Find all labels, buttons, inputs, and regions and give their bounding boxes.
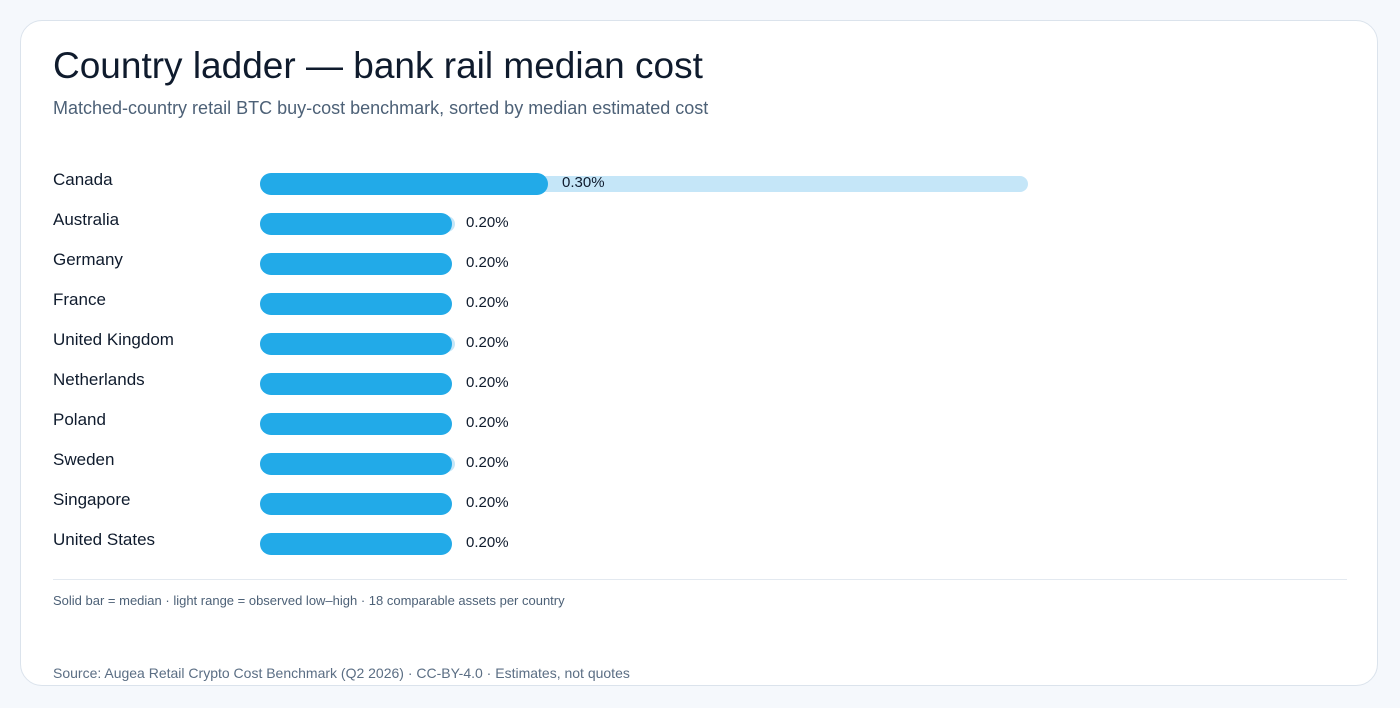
bar-row: Australia 0.20%	[21, 203, 1377, 243]
median-bar	[260, 533, 452, 555]
country-label: Singapore	[53, 490, 131, 509]
country-label: Netherlands	[53, 370, 145, 389]
value-label: 0.30%	[562, 174, 605, 191]
value-label: 0.20%	[466, 214, 509, 231]
country-label: United States	[53, 530, 156, 549]
median-bar	[260, 413, 452, 435]
country-label: Sweden	[53, 450, 115, 469]
median-bar	[260, 333, 452, 355]
chart-subtitle: Matched-country retail BTC buy-cost benc…	[53, 98, 709, 118]
value-label: 0.20%	[466, 454, 509, 471]
median-bar	[260, 253, 452, 275]
bar-row: Netherlands 0.20%	[21, 363, 1377, 403]
median-bar	[260, 213, 452, 235]
value-label: 0.20%	[466, 374, 509, 391]
bar-row: Sweden 0.20%	[21, 443, 1377, 483]
country-label: Poland	[53, 410, 106, 429]
median-bar	[260, 173, 548, 195]
bar-row: Poland 0.20%	[21, 403, 1377, 443]
chart-card: Country ladder — bank rail median cost M…	[20, 20, 1378, 686]
divider	[53, 579, 1347, 580]
country-label: Germany	[53, 250, 123, 269]
value-label: 0.20%	[466, 494, 509, 511]
country-label: France	[53, 290, 106, 309]
median-bar	[260, 453, 452, 475]
median-bar	[260, 373, 452, 395]
bar-row: Singapore 0.20%	[21, 483, 1377, 523]
value-label: 0.20%	[466, 414, 509, 431]
source-note: Source: Augea Retail Crypto Cost Benchma…	[53, 665, 630, 681]
median-bar	[260, 293, 452, 315]
bar-row: France 0.20%	[21, 283, 1377, 323]
country-label: United Kingdom	[53, 330, 174, 349]
bar-row: United States 0.20%	[21, 523, 1377, 563]
bar-row: United Kingdom 0.20%	[21, 323, 1377, 363]
bar-row: Germany 0.20%	[21, 243, 1377, 283]
value-label: 0.20%	[466, 254, 509, 271]
chart-title: Country ladder — bank rail median cost	[53, 45, 703, 86]
country-label: Australia	[53, 210, 120, 229]
value-label: 0.20%	[466, 334, 509, 351]
legend-note: Solid bar = median · light range = obser…	[53, 593, 565, 608]
bar-row: Canada 0.30%	[21, 163, 1377, 203]
value-label: 0.20%	[466, 294, 509, 311]
country-label: Canada	[53, 170, 113, 189]
value-label: 0.20%	[466, 534, 509, 551]
median-bar	[260, 493, 452, 515]
